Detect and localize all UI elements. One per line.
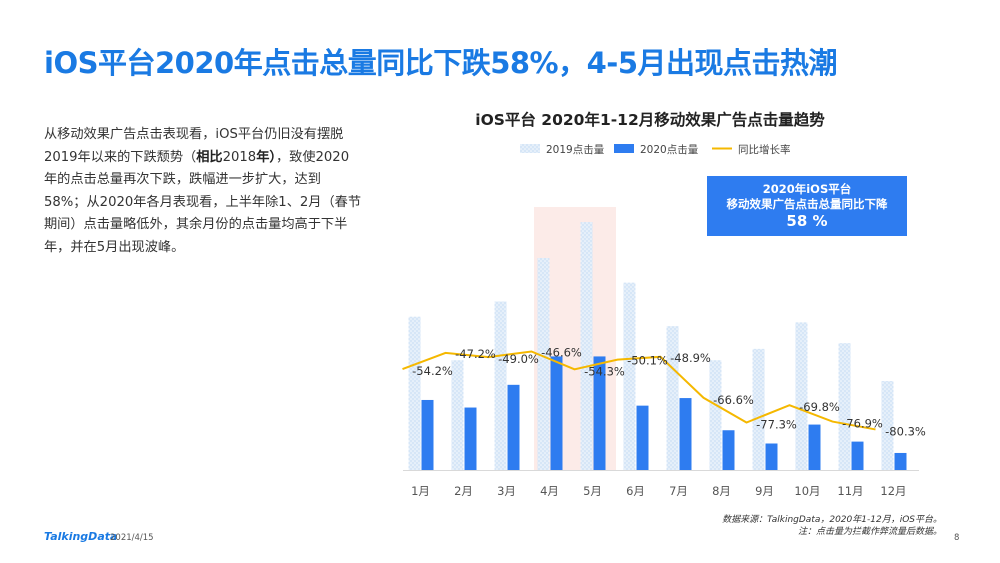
growth-data-label: -46.6% — [541, 346, 582, 360]
x-tick-label: 11月 — [837, 484, 863, 498]
x-tick-label: 3月 — [497, 484, 516, 498]
bar-2020 — [593, 356, 606, 470]
bar-2019 — [838, 343, 851, 470]
bar-2019 — [537, 258, 550, 470]
x-tick-label: 5月 — [583, 484, 602, 498]
page-title: iOS平台2020年点击总量同比下跌58%，4-5月出现点击热潮 — [44, 46, 838, 80]
legend-swatch-2020 — [614, 144, 634, 153]
growth-data-label: -49.0% — [498, 352, 539, 366]
x-tick-label: 1月 — [411, 484, 430, 498]
page-number: 8 — [954, 533, 960, 543]
summary-callout: 2020年iOS平台 移动效果广告点击总量同比下降 58 % — [707, 176, 907, 236]
growth-data-label: -50.1% — [627, 354, 668, 368]
bar-2020 — [464, 407, 477, 470]
bar-2020 — [679, 398, 692, 470]
growth-data-label: -47.2% — [455, 347, 496, 361]
x-tick-label: 8月 — [712, 484, 731, 498]
footer-date: 2021/4/15 — [110, 533, 154, 543]
x-tick-label: 10月 — [794, 484, 820, 498]
bar-2019 — [752, 348, 765, 470]
bar-2020 — [851, 441, 864, 470]
description-text-3: ，致使2020年的点击总量再次下跌，跌幅进一步扩大，达到58%；从2020年各月… — [44, 149, 362, 255]
growth-rate-line — [402, 350, 876, 431]
bar-2019 — [623, 282, 636, 470]
bar-2019 — [408, 316, 421, 470]
bar-2019 — [666, 326, 679, 470]
bar-2019 — [580, 222, 593, 470]
growth-data-label: -76.9% — [842, 417, 883, 431]
x-tick-label: 2月 — [454, 484, 473, 498]
source-note: 数据来源：TalkingData，2020年1-12月，iOS平台。 注：点击量… — [722, 514, 942, 538]
growth-data-label: -80.3% — [885, 424, 926, 438]
callout-line-2: 移动效果广告点击总量同比下降 — [726, 197, 888, 211]
brand-logo: TalkingData — [44, 530, 118, 543]
x-tick-label: 12月 — [880, 484, 906, 498]
chart-title: iOS平台 2020年1-12月移动效果广告点击量趋势 — [475, 111, 825, 129]
bar-2019 — [494, 301, 507, 470]
bar-2020 — [507, 384, 520, 470]
bar-2020 — [636, 405, 649, 470]
legend-label-2020: 2020点击量 — [640, 144, 699, 156]
bar-2020 — [808, 424, 821, 470]
description-text-2: 2018 — [222, 149, 257, 165]
source-line-1: 数据来源：TalkingData，2020年1-12月，iOS平台。 — [722, 515, 942, 525]
description-highlight-2: 年） — [256, 149, 276, 165]
legend-swatch-2019 — [520, 144, 540, 153]
growth-data-label: -54.2% — [412, 364, 453, 378]
bar-2020 — [421, 399, 434, 470]
growth-data-label: -69.8% — [799, 400, 840, 414]
source-line-2: 注：点击量为拦截作弊流量后数据。 — [797, 527, 942, 537]
growth-data-label: -48.9% — [670, 351, 711, 365]
x-tick-label: 4月 — [540, 484, 559, 498]
growth-data-label: -77.3% — [756, 418, 797, 432]
bar-2020 — [894, 452, 907, 470]
growth-data-label: -66.6% — [713, 393, 754, 407]
description-highlight-1: 相比 — [196, 149, 223, 165]
bar-2019 — [881, 381, 894, 470]
description: 从移动效果广告点击表现看，iOS平台仍旧没有摆脱2019年以来的下跌颓势（相比2… — [44, 124, 362, 260]
description-text-1: 从移动效果广告点击表现看，iOS平台仍旧没有摆脱2019年以来的下跌颓势（ — [44, 127, 344, 165]
growth-data-label: -54.3% — [584, 364, 625, 378]
bar-2020 — [765, 443, 778, 470]
bar-2019 — [709, 360, 722, 470]
x-tick-label: 7月 — [669, 484, 688, 498]
bar-2019 — [451, 360, 464, 470]
legend-label-2019: 2019点击量 — [546, 144, 605, 156]
bar-2020 — [722, 430, 735, 470]
x-tick-label: 9月 — [755, 484, 774, 498]
x-tick-label: 6月 — [626, 484, 645, 498]
legend-label-growth: 同比增长率 — [738, 143, 791, 156]
callout-value: 58 % — [786, 212, 828, 230]
bar-2020 — [550, 356, 563, 470]
bar-2019 — [795, 322, 808, 470]
callout-line-1: 2020年iOS平台 — [762, 182, 852, 196]
